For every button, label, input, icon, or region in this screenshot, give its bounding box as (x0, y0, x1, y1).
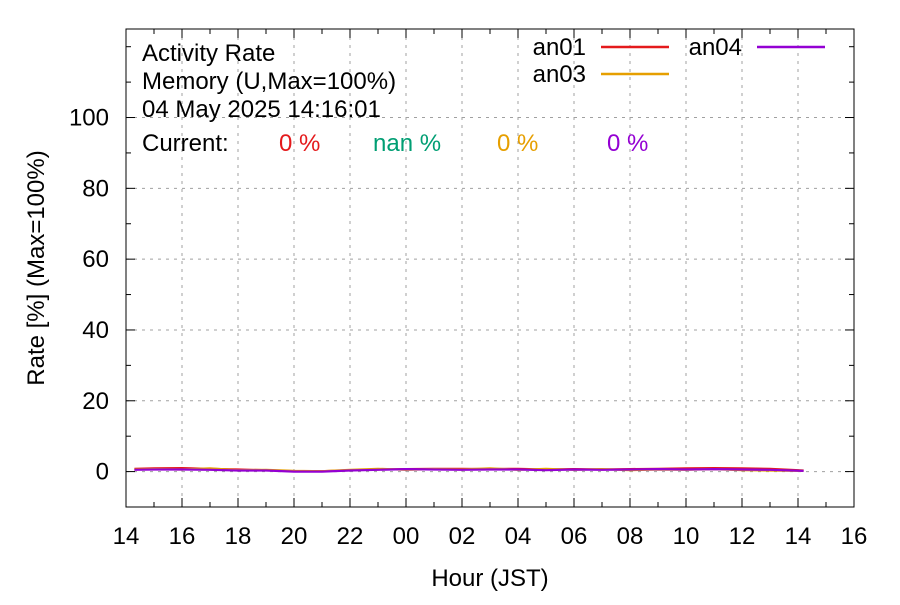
x-tick-label: 16 (169, 523, 196, 550)
current-value-nan: nan % (373, 130, 441, 157)
x-tick-label: 08 (617, 523, 644, 550)
x-tick-label: 12 (729, 523, 756, 550)
y-tick-label: 60 (82, 246, 109, 273)
x-tick-label: 16 (841, 523, 868, 550)
x-tick-label: 18 (225, 523, 252, 550)
chart-subtitle: Memory (U,Max=100%) (142, 68, 396, 95)
x-axis-label: Hour (JST) (431, 565, 548, 592)
chart-title: Activity Rate (142, 40, 275, 67)
axis-ticks (125, 29, 855, 508)
chart-title-block: Activity Rate Memory (U,Max=100%) 04 May… (142, 40, 396, 157)
chart-timestamp: 04 May 2025 14:16:01 (142, 96, 381, 123)
current-value-an03: 0 % (497, 130, 538, 157)
legend-label-an01: an01 (533, 34, 586, 61)
current-label: Current: (142, 130, 229, 157)
legend-label-an04: an04 (689, 34, 742, 61)
x-tick-label: 02 (449, 523, 476, 550)
x-tick-label: 14 (113, 523, 140, 550)
x-tick-label: 00 (393, 523, 420, 550)
x-tick-labels: 14 16 18 20 22 00 02 04 06 08 10 12 14 16 (113, 523, 868, 550)
x-tick-label: 14 (785, 523, 812, 550)
current-value-an01: 0 % (279, 130, 320, 157)
x-tick-label: 04 (505, 523, 532, 550)
y-tick-label: 40 (82, 317, 109, 344)
series-line-an04 (134, 468, 804, 473)
x-tick-label: 06 (561, 523, 588, 550)
x-tick-label: 20 (281, 523, 308, 550)
y-tick-label: 100 (69, 105, 109, 132)
current-value-an04: 0 % (607, 130, 648, 157)
y-axis-label: Rate [%] (Max=100%) (23, 150, 50, 385)
legend: an01 an03 an04 (533, 34, 825, 88)
y-tick-label: 80 (82, 175, 109, 202)
y-tick-label: 0 (96, 459, 109, 486)
series-lines (134, 467, 804, 473)
x-tick-label: 10 (673, 523, 700, 550)
x-tick-label: 22 (337, 523, 364, 550)
current-values: 0 % nan % 0 % 0 % (279, 130, 648, 157)
y-tick-labels: 0 20 40 60 80 100 (69, 105, 109, 486)
legend-label-an03: an03 (533, 61, 586, 88)
y-tick-label: 20 (82, 388, 109, 415)
